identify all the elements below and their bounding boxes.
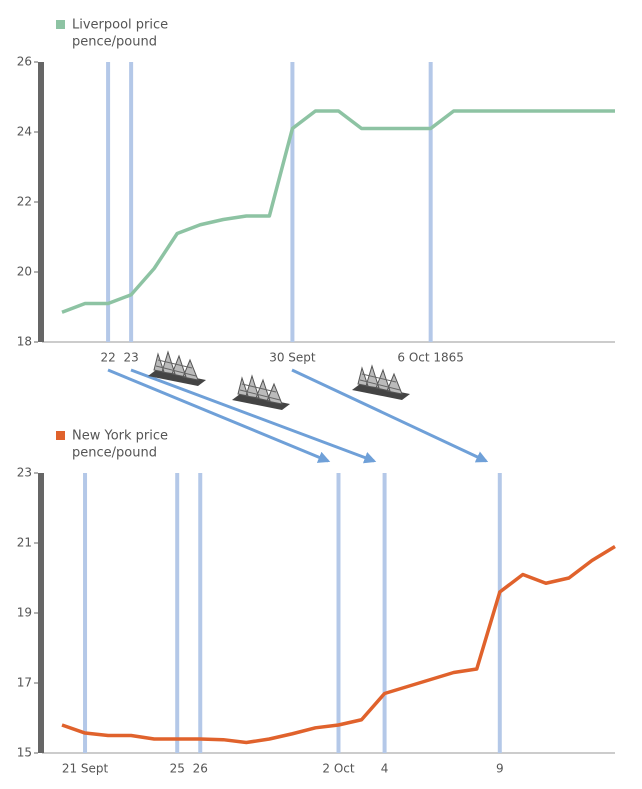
date-marker (290, 62, 295, 342)
date-marker (129, 62, 134, 342)
legend-swatch (56, 20, 65, 29)
x-tick-label: 26 (193, 762, 208, 776)
y-tick-label: 17 (17, 676, 32, 690)
plot: 18 20 22 24 26 22 23 30 Sept 6 Oct 1865 Liverpool… (17, 18, 615, 365)
y-tick-label: 23 (17, 466, 32, 480)
plot: 15 17 19 21 23 21 Sept 25 26 2 Oct 4 9 New York pri… (17, 429, 616, 776)
x-tick-label: 6 Oct 1865 (397, 351, 464, 365)
date-marker (83, 473, 88, 753)
y-axis (38, 62, 44, 342)
y-tick-label: 20 (17, 265, 32, 279)
y-tick-label: 26 (17, 55, 32, 69)
voyage-arrow (130, 368, 377, 464)
date-marker (106, 62, 111, 342)
y-tick-label: 18 (17, 335, 32, 349)
legend-text: Liverpool price (72, 18, 168, 33)
date-marker (382, 473, 387, 753)
y-tick-label: 22 (17, 195, 32, 209)
date-marker (175, 473, 180, 753)
y-axis-label: pence/pound (72, 446, 157, 461)
ship-icon (231, 375, 291, 411)
y-tick-label: 15 (17, 746, 32, 760)
voyage-arrow (107, 368, 331, 463)
legend-text: New York price (72, 429, 168, 444)
data-line (61, 109, 615, 314)
y-tick-label: 24 (17, 125, 32, 139)
x-tick-label: 25 (170, 762, 185, 776)
legend-swatch (56, 431, 65, 440)
voyage-arrow (291, 368, 489, 463)
x-tick-label: 4 (381, 762, 389, 776)
date-marker (198, 473, 203, 753)
x-tick-label: 22 (100, 351, 115, 365)
x-tick-label: 30 Sept (269, 351, 316, 365)
date-marker (428, 62, 433, 342)
y-tick-label: 21 (17, 536, 32, 550)
date-marker (497, 473, 502, 753)
data-line (61, 545, 616, 745)
voyage-arrows (107, 368, 489, 464)
y-tick-label: 19 (17, 606, 32, 620)
y-axis-label: pence/pound (72, 35, 157, 50)
date-marker (336, 473, 341, 753)
x-tick-label: 2 Oct (322, 762, 354, 776)
x-tick-label: 9 (496, 762, 504, 776)
x-tick-label: 21 Sept (62, 762, 109, 776)
ship-icon (351, 365, 411, 401)
y-axis (38, 473, 44, 753)
x-tick-label: 23 (123, 351, 138, 365)
